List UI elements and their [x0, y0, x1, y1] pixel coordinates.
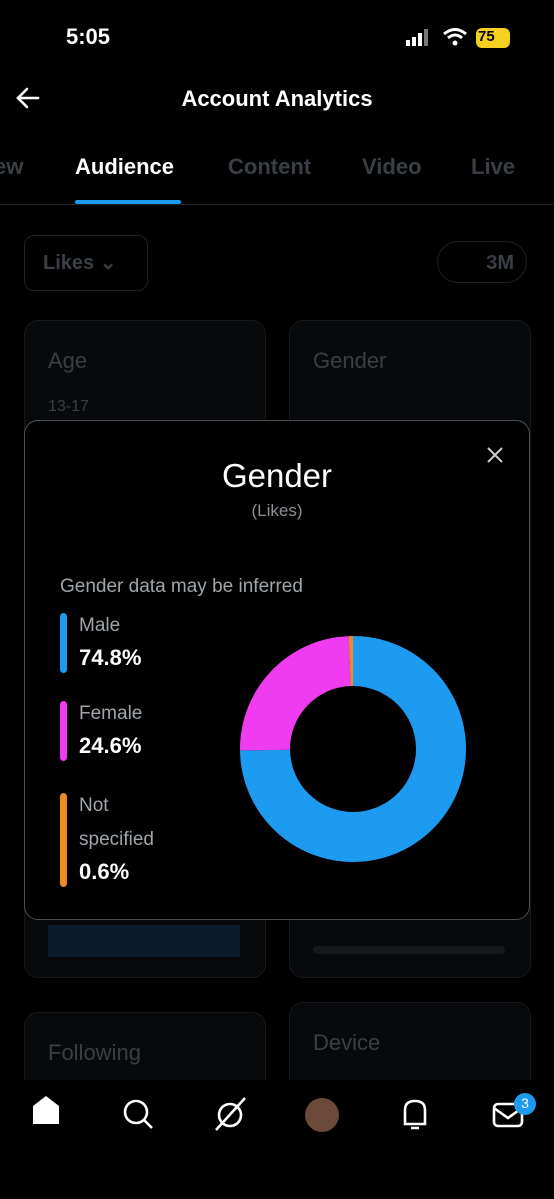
legend-label: Not specified — [79, 795, 154, 850]
donut-slice — [240, 636, 466, 862]
tab[interactable]: Content — [228, 154, 312, 179]
status-time: 5:05 — [66, 24, 111, 49]
status-icons — [406, 28, 510, 48]
donut-chart — [240, 636, 466, 862]
modal-title: Gender — [221, 457, 333, 494]
tab[interactable]: Audience — [75, 154, 175, 179]
metric-filter[interactable]: Likes ⌄ — [24, 235, 148, 291]
notifications-icon[interactable] — [403, 1099, 427, 1130]
range-filter[interactable]: 3M — [437, 241, 527, 283]
modal-note: Gender data may be inferred — [60, 576, 303, 597]
tab[interactable]: ew — [0, 154, 24, 179]
gender-title: Gender — [313, 348, 387, 373]
legend-item: Not specified 0.6% — [60, 793, 210, 887]
bottom-nav: 3 — [0, 1080, 554, 1199]
tab-indicator — [75, 200, 181, 204]
range-label: 3M — [486, 252, 514, 274]
age-title: Age — [48, 348, 88, 373]
close-button[interactable] — [485, 445, 505, 465]
age-heatmap — [48, 925, 240, 957]
donut-slice — [240, 636, 351, 751]
modal-subtitle: (Likes) — [251, 501, 303, 520]
legend-value: 74.8% — [79, 645, 142, 670]
following-title: Following — [48, 1040, 141, 1065]
age-row: 13-17 — [48, 398, 89, 415]
legend-swatch — [60, 701, 67, 761]
legend-item: Male 74.8% — [60, 613, 210, 673]
home-icon[interactable] — [33, 1096, 59, 1124]
divider — [0, 204, 554, 205]
legend-value: 24.6% — [79, 733, 142, 758]
donut-slice — [348, 636, 353, 687]
message-badge: 3 — [521, 1095, 529, 1111]
tab[interactable]: Video — [362, 154, 422, 179]
gender-modal: Gender (Likes) Gender data may be inferr… — [24, 420, 530, 920]
legend-swatch — [60, 613, 67, 673]
avatar[interactable] — [305, 1098, 339, 1132]
metric-label: Likes — [43, 252, 95, 274]
legend-label: Female — [79, 703, 143, 724]
gender-bar — [313, 946, 505, 954]
search-icon[interactable] — [123, 1099, 153, 1129]
messages-icon[interactable] — [492, 1093, 536, 1128]
back-button[interactable] — [14, 84, 44, 114]
device-title: Device — [313, 1030, 381, 1055]
grok-icon[interactable] — [215, 1097, 246, 1131]
battery-level: 75 — [478, 28, 495, 45]
legend-label: Male — [79, 615, 121, 636]
header-title: Account Analytics — [181, 86, 373, 111]
legend-swatch — [60, 793, 67, 887]
legend-value: 0.6% — [79, 859, 130, 884]
legend-item: Female 24.6% — [60, 701, 210, 761]
tab[interactable]: Live — [471, 154, 516, 179]
